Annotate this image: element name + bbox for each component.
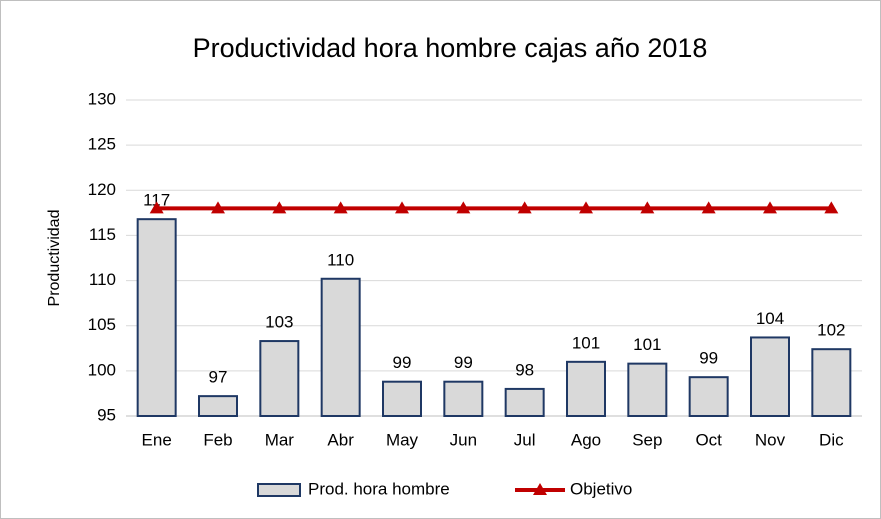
x-tick-label: May (386, 430, 419, 449)
data-label: 99 (699, 349, 718, 368)
x-tick-label: Ago (571, 430, 601, 449)
y-tick-label: 105 (88, 315, 116, 334)
y-axis-label: Productividad (46, 210, 63, 307)
x-tick-label: Mar (265, 430, 295, 449)
bar (566, 360, 606, 418)
data-label: 110 (327, 250, 354, 269)
x-tick-label: Jun (450, 430, 477, 449)
x-tick-label: Ene (142, 430, 172, 449)
x-tick-label: Abr (327, 430, 354, 449)
x-tick-label: Oct (695, 430, 722, 449)
bar (811, 348, 852, 417)
line-marker (272, 201, 287, 214)
data-label: 104 (756, 309, 784, 328)
line-marker (579, 201, 593, 214)
data-label: 98 (515, 360, 534, 379)
y-tick-label: 130 (88, 89, 116, 108)
legend-label: Prod. hora hombre (308, 479, 450, 498)
chart-title: Productividad hora hombre cajas año 2018 (193, 33, 708, 63)
line-marker (456, 201, 471, 214)
data-label: 101 (633, 335, 661, 354)
y-tick-label: 120 (88, 180, 116, 199)
bar (259, 340, 300, 418)
line-marker (701, 201, 716, 214)
bar (382, 380, 422, 418)
data-label: 101 (572, 333, 600, 352)
legend-marker (533, 483, 547, 495)
bar (198, 395, 238, 418)
x-tick-label: Sep (632, 430, 662, 449)
data-label: 99 (393, 353, 412, 372)
line-marker (640, 201, 655, 214)
line-marker (517, 201, 532, 214)
data-label: 103 (265, 313, 293, 332)
x-tick-label: Nov (755, 430, 786, 449)
line-marker (763, 201, 777, 214)
line-marker (149, 201, 164, 214)
bar (750, 336, 790, 417)
bar (627, 362, 668, 417)
data-label: 117 (143, 191, 170, 210)
y-tick-label: 95 (97, 405, 116, 424)
x-tick-label: Jul (514, 430, 536, 449)
y-tick-label: 110 (89, 270, 116, 289)
data-label: 102 (817, 321, 845, 340)
bar (136, 218, 177, 417)
line-marker (395, 201, 409, 214)
bar (688, 376, 729, 418)
x-tick-label: Dic (819, 430, 844, 449)
bar (320, 277, 361, 417)
legend-swatch (257, 483, 301, 497)
x-tick-label: Feb (203, 430, 232, 449)
legend-label: Objetivo (570, 479, 632, 498)
bar (504, 387, 545, 417)
line-marker (211, 201, 225, 214)
bar (443, 380, 484, 418)
line-marker (333, 201, 348, 214)
y-tick-label: 115 (89, 225, 116, 244)
data-label: 97 (209, 368, 228, 387)
y-tick-label: 100 (88, 360, 116, 379)
line-marker (824, 201, 839, 214)
y-tick-label: 125 (88, 135, 116, 154)
data-label: 99 (454, 353, 473, 372)
